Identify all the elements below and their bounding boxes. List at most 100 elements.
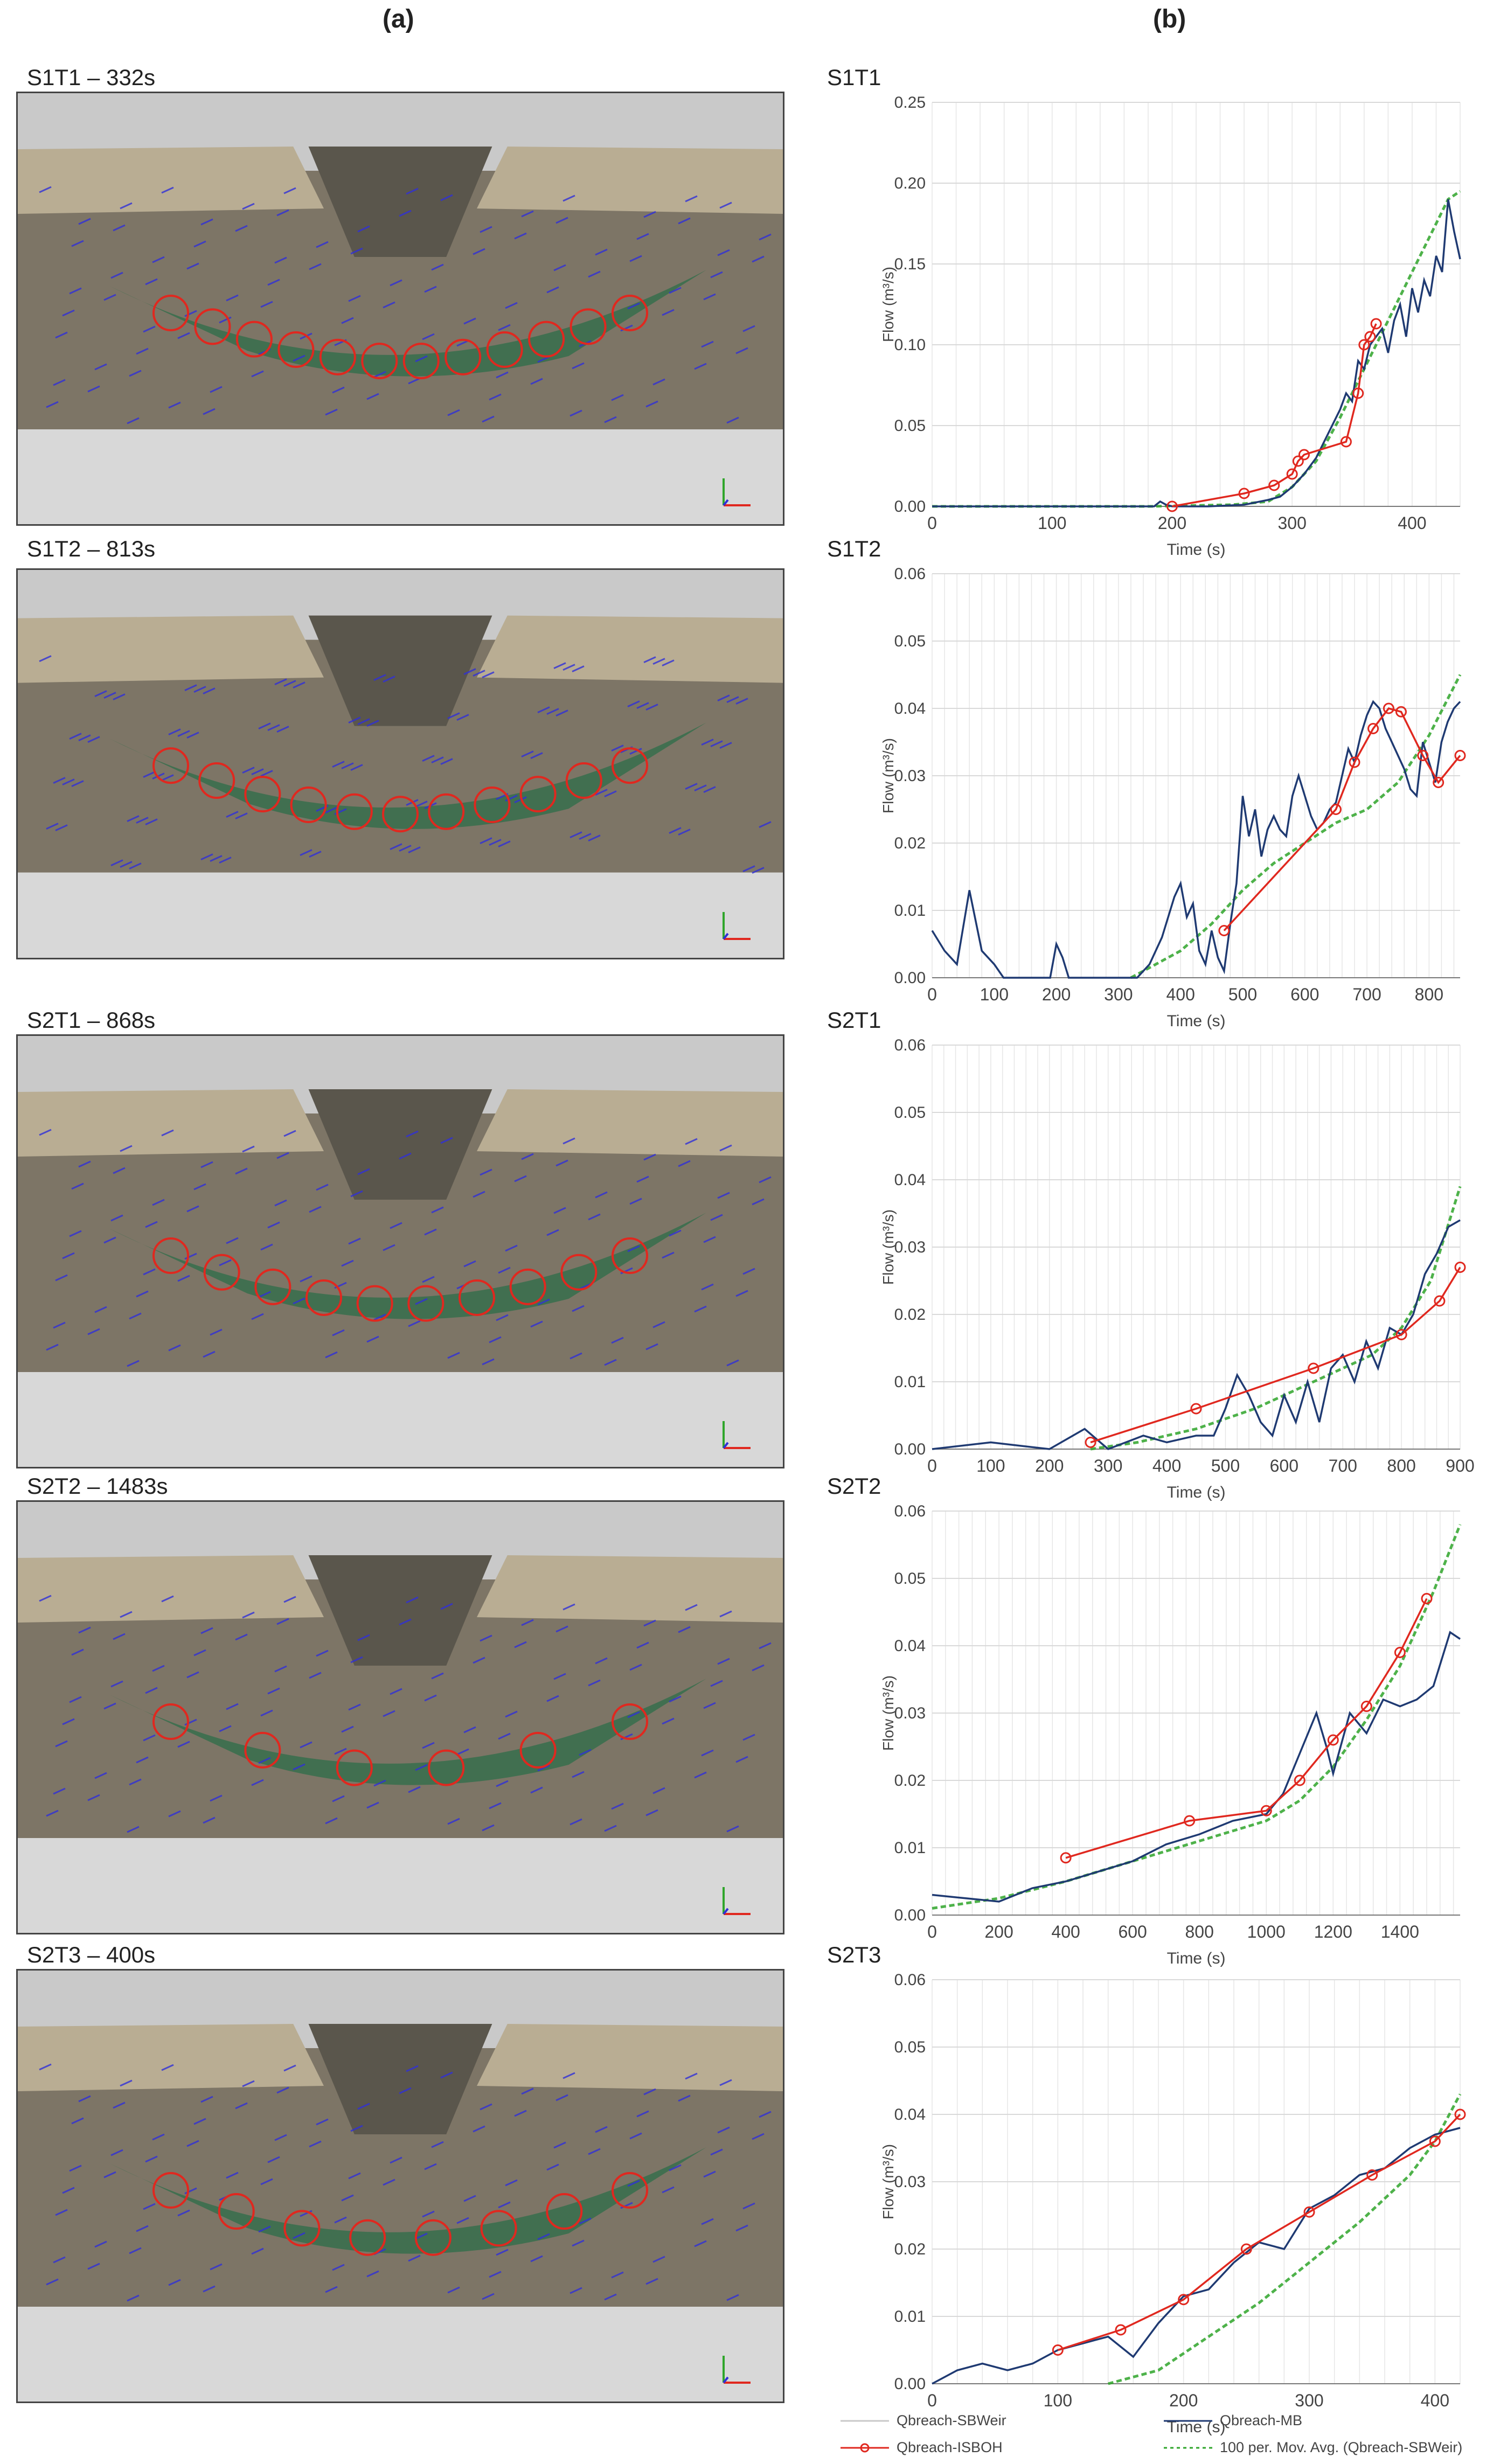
x-tick-label: 400 bbox=[1421, 2391, 1449, 2410]
velocity-arrows bbox=[39, 186, 772, 424]
chart-title: S2T2 bbox=[827, 1473, 881, 1499]
y-tick-label: 0.03 bbox=[894, 2173, 926, 2191]
breach-channel bbox=[308, 147, 492, 257]
grid bbox=[932, 1979, 1461, 2384]
breach-photo bbox=[16, 568, 784, 959]
photo-title: S2T1 – 868s bbox=[27, 1007, 156, 1033]
y-tick-label: 0.05 bbox=[894, 1570, 926, 1588]
breach-markers bbox=[152, 2172, 648, 2256]
series-point-isboh bbox=[1085, 1437, 1096, 1448]
x-tick-label: 300 bbox=[1104, 985, 1133, 1004]
breach-marker bbox=[445, 338, 482, 375]
series-point-isboh bbox=[1421, 1593, 1433, 1604]
series-point-isboh bbox=[1454, 1262, 1466, 1273]
breach-markers bbox=[152, 1703, 648, 1786]
series-line-mb bbox=[932, 1219, 1461, 1451]
embankment-crest-left bbox=[18, 147, 324, 214]
breach-marker bbox=[218, 2193, 255, 2230]
legend-label-sbweir: Qbreach-SBWeir bbox=[897, 2412, 1006, 2428]
breach-marker bbox=[152, 747, 189, 784]
breach-marker bbox=[612, 1237, 648, 1274]
breach-marker bbox=[277, 331, 315, 368]
breach-marker bbox=[305, 1279, 342, 1316]
series-point-isboh bbox=[1366, 2169, 1378, 2181]
y-tick-label: 0.01 bbox=[894, 1373, 926, 1391]
series-line-movavg bbox=[1130, 674, 1462, 979]
breach-marker bbox=[349, 2219, 386, 2256]
series-point-isboh bbox=[1417, 750, 1429, 761]
flow-chart: 0.00 0.01 0.02 0.03 0.04 0.05 0.06 0 100 200 300 40… bbox=[880, 541, 1471, 1037]
y-tick-label: 0.01 bbox=[894, 1839, 926, 1857]
x-tick-label: 100 bbox=[976, 1456, 1005, 1475]
x-tick-label: 100 bbox=[980, 985, 1009, 1004]
series-point-isboh bbox=[1429, 2135, 1441, 2147]
series-point-isboh bbox=[1052, 2344, 1064, 2356]
x-tick-label: 100 bbox=[1044, 2391, 1072, 2410]
breach-marker bbox=[336, 1749, 373, 1786]
series-point-isboh bbox=[1308, 1362, 1320, 1374]
series-point-isboh bbox=[1294, 1774, 1305, 1786]
breach-marker bbox=[414, 2219, 452, 2256]
breach-marker bbox=[235, 321, 273, 358]
series-line-isboh bbox=[1090, 1266, 1461, 1444]
breach-marker bbox=[546, 2193, 583, 2230]
grid bbox=[932, 1511, 1460, 1916]
x-tick-label: 800 bbox=[1415, 985, 1443, 1004]
x-tick-label: 0 bbox=[927, 2391, 937, 2410]
x-tick-label: 600 bbox=[1290, 985, 1319, 1004]
y-tick-label: 0.00 bbox=[894, 1906, 926, 1924]
x-tick-label: 200 bbox=[1042, 985, 1071, 1004]
y-tick-label: 0.20 bbox=[894, 175, 926, 192]
series-point-isboh bbox=[1454, 2108, 1466, 2120]
y-tick-label: 0.05 bbox=[894, 1104, 926, 1122]
x-tick-label: 800 bbox=[1387, 1456, 1415, 1475]
breach-marker bbox=[336, 793, 373, 830]
x-tick-label: 600 bbox=[1270, 1456, 1298, 1475]
y-tick-label: 0.02 bbox=[894, 834, 926, 852]
embankment-body bbox=[18, 171, 783, 429]
series-line-isboh bbox=[1065, 1598, 1428, 1859]
series-line-movavg bbox=[932, 190, 1461, 508]
axis-gizmo bbox=[723, 912, 751, 940]
breach-marker bbox=[194, 308, 231, 345]
embankment-crest-left bbox=[18, 1089, 324, 1157]
series-point-isboh bbox=[1303, 2206, 1315, 2218]
series-point-isboh bbox=[1367, 723, 1379, 734]
y-axis-label: Flow (m³/s) bbox=[880, 1675, 897, 1751]
breach-marker bbox=[565, 762, 602, 799]
embankment-crest-right bbox=[477, 147, 783, 214]
series-point-isboh bbox=[1327, 1734, 1339, 1746]
x-tick-label: 200 bbox=[1035, 1456, 1064, 1475]
embankment-crest-right bbox=[477, 615, 783, 683]
embankment-crest-left bbox=[18, 1555, 324, 1623]
y-tick-label: 0.10 bbox=[894, 336, 926, 354]
series-point-isboh bbox=[1240, 2243, 1252, 2255]
series-point-isboh bbox=[1433, 777, 1445, 788]
y-tick-label: 0.04 bbox=[894, 1637, 926, 1655]
series-point-isboh bbox=[1330, 804, 1342, 815]
embankment-crest-left bbox=[18, 2024, 324, 2091]
axis-gizmo bbox=[723, 2356, 751, 2384]
x-tick-label: 400 bbox=[1398, 513, 1426, 533]
chart-legend: Qbreach-SBWeir Qbreach-MB Qbreach-ISBOH … bbox=[841, 2408, 1487, 2462]
x-tick-label: 200 bbox=[1158, 513, 1186, 533]
photo-title: S2T3 – 400s bbox=[27, 1942, 156, 1967]
series-line-movavg bbox=[932, 1524, 1462, 1910]
series-line-mb bbox=[932, 1631, 1461, 1903]
column-header-b: (b) bbox=[1153, 5, 1186, 33]
y-tick-label: 0.03 bbox=[894, 1704, 926, 1722]
photo-title: S1T1 – 332s bbox=[27, 65, 156, 90]
series-point-isboh bbox=[1364, 331, 1376, 343]
x-axis-label: Time (s) bbox=[1167, 1484, 1226, 1501]
series-point-isboh bbox=[1394, 1647, 1406, 1658]
breach-photo bbox=[16, 1500, 784, 1934]
column-header-a: (a) bbox=[383, 5, 414, 33]
y-tick-label: 0.05 bbox=[894, 417, 926, 435]
series-point-isboh bbox=[1370, 318, 1382, 330]
embankment-crest-right bbox=[477, 2024, 783, 2091]
series-line-movavg bbox=[1108, 2093, 1462, 2385]
y-tick-label: 0.05 bbox=[894, 632, 926, 650]
series-point-isboh bbox=[1115, 2324, 1127, 2336]
y-tick-label: 0.01 bbox=[894, 902, 926, 920]
breach-marker bbox=[361, 343, 398, 380]
